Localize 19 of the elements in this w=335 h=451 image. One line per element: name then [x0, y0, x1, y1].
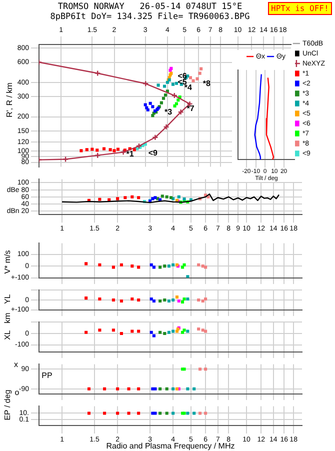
annotation: <5 [178, 77, 188, 86]
text: km [3, 312, 12, 324]
y-axis-title: EP / deg [3, 390, 12, 420]
chart-subtitle: 8pBP6It DoY= 134.325 File= TR960063.BPG [49, 12, 251, 22]
y-axis-title: R', R / km [5, 82, 14, 118]
y-axis-title: YL [3, 294, 12, 304]
annotation: <9 [148, 148, 158, 158]
annotation: *1 [126, 149, 134, 158]
x-axis-title: Radio and Plasma Frequency / MHz [106, 441, 235, 450]
annotation: *8 [202, 78, 211, 88]
text: o [14, 388, 20, 397]
y-axis-title: V* m/s [3, 250, 12, 274]
y-axis-title: XL [3, 330, 12, 340]
annotation: *7 [186, 104, 195, 113]
text: x [14, 360, 18, 369]
chart-title: TROMSO NORWAY 26-05-14 0748UT 15°E [58, 2, 242, 12]
annotation: *3 [164, 108, 173, 117]
text: HPTx is OFF! [268, 2, 332, 15]
y-axis-title: PP [42, 371, 52, 380]
